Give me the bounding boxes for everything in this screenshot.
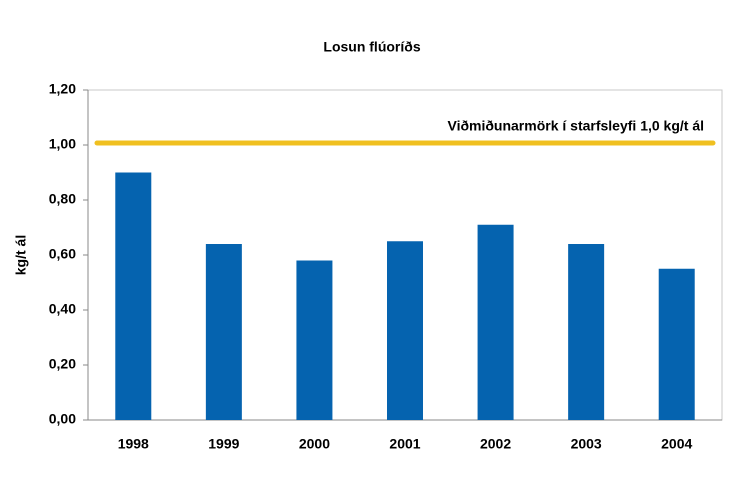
x-tick-label: 1999	[208, 436, 239, 452]
bar	[568, 244, 605, 420]
x-tick-label: 2002	[480, 436, 511, 452]
x-tick-label: 2000	[299, 436, 330, 452]
y-tick-label: 0,80	[49, 191, 76, 207]
reference-label: Viðmiðunarmörk í starfsleyfi 1,0 kg/t ál	[448, 118, 705, 134]
bar	[115, 172, 152, 420]
bar	[477, 224, 514, 420]
y-tick-label: 0,00	[49, 411, 76, 427]
x-tick-label: 2003	[571, 436, 602, 452]
bar	[296, 260, 333, 420]
y-tick-label: 1,20	[49, 81, 76, 97]
y-tick-label: 0,60	[49, 246, 76, 262]
bar	[658, 268, 695, 420]
y-tick-label: 1,00	[49, 136, 76, 152]
bar	[387, 241, 423, 420]
x-tick-label: 2004	[661, 436, 692, 452]
bar	[205, 244, 242, 420]
y-tick-label: 0,20	[49, 356, 76, 372]
chart-title: Losun flúoríðs	[323, 39, 420, 55]
x-tick-label: 2001	[389, 436, 420, 452]
x-tick-label: 1998	[118, 436, 149, 452]
y-axis-label: kg/t ál	[13, 235, 29, 275]
y-tick-label: 0,40	[49, 301, 76, 317]
